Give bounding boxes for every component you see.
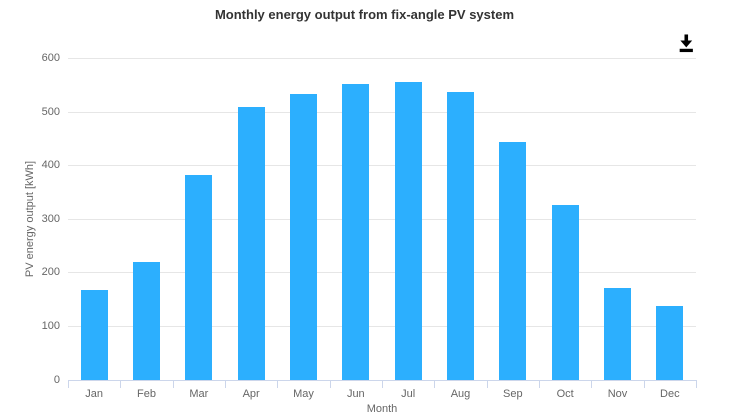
x-axis-tick [486, 380, 488, 388]
x-axis-tick [434, 380, 436, 388]
bar-nov [604, 288, 631, 380]
download-icon [679, 34, 693, 53]
y-tick-label: 200 [41, 266, 60, 279]
x-tick-label: Aug [450, 388, 471, 400]
y-tick-label: 600 [41, 52, 60, 64]
x-tick-label: Apr [242, 388, 260, 400]
x-axis-tick [591, 380, 593, 388]
bar-oct [551, 204, 579, 380]
gridline-500 [68, 111, 696, 113]
x-tick-label: Sep [503, 388, 523, 400]
x-tick-label: Feb [137, 388, 156, 400]
x-axis-tick [120, 380, 122, 388]
y-tick-label: 300 [41, 212, 60, 225]
gridline-200 [68, 272, 696, 274]
x-axis-tick [172, 380, 174, 388]
download-button[interactable] [672, 30, 700, 56]
x-axis-tick [643, 380, 645, 388]
x-axis-tick [539, 380, 540, 388]
x-axis-tick [225, 380, 226, 388]
x-tick-label: Oct [556, 388, 574, 400]
bar-jul [394, 82, 422, 380]
bar-aug [447, 91, 474, 380]
x-tick-label: Nov [607, 388, 628, 400]
x-tick-label: Dec [660, 388, 680, 400]
y-tick-label: 100 [41, 319, 60, 332]
x-axis-tick [277, 380, 279, 388]
gridline-100 [68, 325, 696, 327]
y-tick-label: 0 [53, 373, 60, 386]
bar-feb [133, 262, 160, 380]
x-tick-label: Jul [401, 388, 416, 400]
x-tick-label: Jan [85, 388, 104, 400]
x-axis-tick [696, 380, 697, 388]
x-axis-tick [68, 380, 69, 388]
bar-may [290, 94, 317, 380]
gridline-400 [68, 165, 696, 167]
y-tick-label: 400 [41, 159, 60, 172]
x-tick-label: Jun [346, 388, 365, 400]
gridline-600 [68, 58, 696, 59]
bar-mar [185, 174, 213, 380]
x-axis-tick [382, 380, 383, 388]
bar-dec [656, 306, 684, 380]
bar-jun [342, 84, 370, 380]
y-tick-label: 500 [41, 105, 60, 118]
x-axis-title: Month [366, 403, 398, 415]
x-axis-tick [329, 380, 331, 388]
bar-jan [80, 289, 108, 380]
chart-title: Monthly energy output from fix-angle PV … [214, 7, 515, 22]
x-tick-label: May [293, 388, 314, 400]
bar-apr [237, 107, 265, 380]
x-tick-label: Mar [189, 388, 209, 400]
gridline-300 [68, 218, 696, 220]
bar-sep [499, 142, 527, 380]
